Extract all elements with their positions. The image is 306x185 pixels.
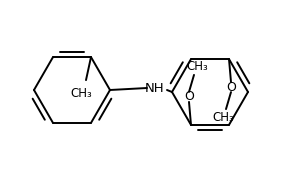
- Text: CH₃: CH₃: [186, 60, 208, 73]
- Text: CH₃: CH₃: [212, 111, 234, 124]
- Text: NH: NH: [145, 82, 165, 95]
- Text: CH₃: CH₃: [70, 87, 92, 100]
- Text: O: O: [226, 81, 236, 94]
- Text: O: O: [184, 90, 194, 103]
